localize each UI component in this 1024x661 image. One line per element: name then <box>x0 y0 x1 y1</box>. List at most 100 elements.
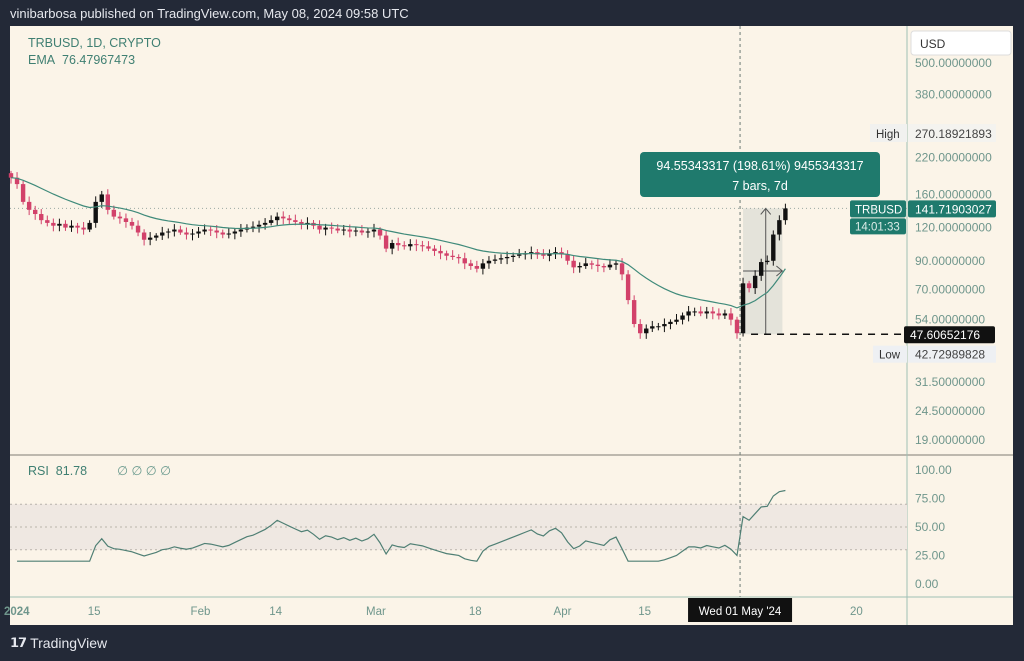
candle-body <box>87 222 92 230</box>
candle-body <box>601 266 607 268</box>
arrow-right-icon <box>776 265 784 277</box>
currency-label: USD <box>920 37 946 51</box>
crosshair-date-tag <box>688 598 793 622</box>
candle-body <box>486 260 492 264</box>
candle-body <box>571 260 576 268</box>
candle-body <box>771 234 776 261</box>
candle-body <box>33 209 38 215</box>
candle-body <box>57 223 62 226</box>
candle-body <box>396 242 401 246</box>
high-value: 270.18921893 <box>915 127 992 141</box>
candle-body <box>716 313 722 316</box>
time-tick: 2024 <box>4 606 30 618</box>
rsi-band <box>10 504 907 550</box>
rsi-line <box>17 489 786 562</box>
price-tick: 220.00000000 <box>915 151 992 165</box>
candle-body <box>190 233 195 235</box>
candle-body <box>686 311 691 316</box>
rsi-tick: 0.00 <box>915 577 939 591</box>
candle-body <box>547 253 552 256</box>
candle-body <box>402 245 407 247</box>
candle-body <box>93 201 98 223</box>
candle-body <box>69 225 74 228</box>
candle-body <box>63 223 68 228</box>
arrow-up-icon <box>760 207 772 215</box>
candle-body <box>141 232 147 240</box>
candle-body <box>438 250 443 254</box>
candle-body <box>262 222 268 225</box>
crosshair-price-tag <box>904 326 995 344</box>
candle-body <box>335 228 340 231</box>
candle-body <box>268 220 274 223</box>
candle-body <box>135 225 141 233</box>
candle-body <box>166 231 171 233</box>
candle-body <box>147 237 153 240</box>
candle-body <box>444 253 449 256</box>
rsi-value: 81.78 <box>55 464 88 478</box>
candle-body <box>160 232 165 236</box>
candle-body <box>250 226 256 228</box>
candle-body <box>650 326 655 329</box>
candle-body <box>377 229 383 236</box>
candle-body <box>353 230 359 232</box>
candle-body <box>39 214 44 221</box>
brand-label: TradingView <box>30 635 108 651</box>
time-tick: 15 <box>638 606 651 618</box>
candle-body <box>541 254 546 256</box>
publish-info: vinibarbosa published on TradingView.com… <box>10 6 409 21</box>
candle-body <box>238 229 244 232</box>
candle-body <box>317 225 322 230</box>
candle-body <box>450 255 455 257</box>
candle-body <box>371 229 377 232</box>
crosshair-price-value: 47.60652176 <box>910 328 980 342</box>
candle-body <box>184 232 189 235</box>
candle-body <box>389 242 395 249</box>
candle-body <box>492 259 498 261</box>
candle-body <box>26 201 32 210</box>
rsi-hidden-values: ∅ ∅ ∅ ∅ <box>117 464 172 478</box>
candle-body <box>759 262 764 276</box>
candle-body <box>178 229 183 233</box>
price-tick: 90.00000000 <box>915 254 985 268</box>
candle-body <box>365 231 371 233</box>
price-tick: 500.00000000 <box>915 56 992 70</box>
low-value: 42.72989828 <box>915 348 985 362</box>
candle-body <box>202 229 207 232</box>
price-tick: 24.50000000 <box>915 404 985 418</box>
price-tick: 19.00000000 <box>915 433 985 447</box>
candle-body <box>383 235 389 249</box>
candle-body <box>8 173 14 178</box>
candle-body <box>14 177 20 185</box>
candle-body <box>613 263 619 265</box>
candle-body <box>220 232 225 235</box>
candle-body <box>638 324 643 334</box>
candle-body <box>662 324 667 327</box>
candle-body <box>287 218 292 221</box>
candle-body <box>432 248 437 251</box>
candle-body <box>698 311 703 314</box>
high-label: High <box>876 129 900 141</box>
price-tick: 160.00000000 <box>915 187 992 201</box>
candle-body <box>45 220 50 223</box>
ema-line <box>10 177 786 309</box>
candle-body <box>565 254 570 261</box>
time-tick: Apr <box>554 606 572 618</box>
symbol-tag <box>850 200 906 218</box>
candle-body <box>299 221 304 224</box>
candle-body <box>577 266 582 268</box>
candle-body <box>323 227 328 230</box>
candle-body <box>765 260 770 263</box>
candle-body <box>589 263 594 265</box>
candle-body <box>281 216 286 219</box>
candle-body <box>728 313 734 320</box>
low-value-bg <box>908 345 996 363</box>
candle-body <box>414 244 419 246</box>
candle-body <box>734 319 740 334</box>
candle-body <box>51 222 56 226</box>
candle-body <box>529 252 534 254</box>
price-tick: 54.00000000 <box>915 313 985 327</box>
candle-body <box>468 263 473 267</box>
time-tick: Feb <box>191 606 211 618</box>
rsi-label: RSI <box>28 464 49 478</box>
